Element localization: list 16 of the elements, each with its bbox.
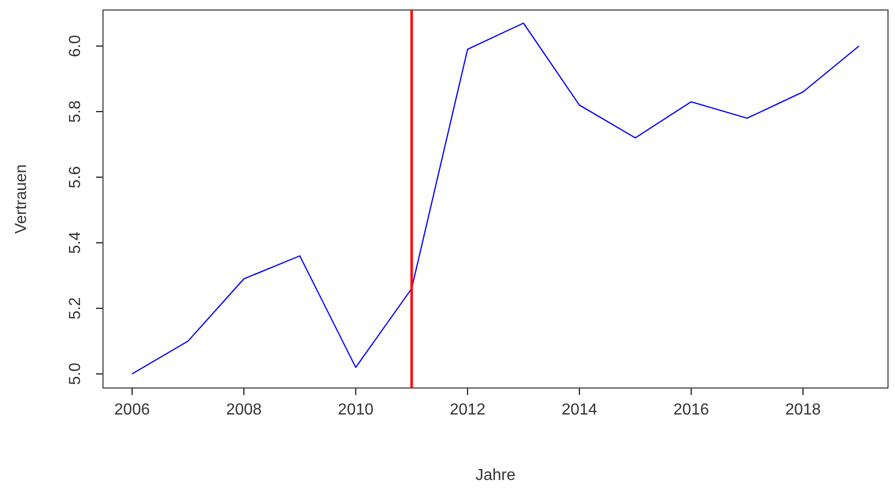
x-tick-label: 2016 <box>673 401 710 418</box>
x-tick-label: 2014 <box>562 401 598 418</box>
y-tick-label: 5.2 <box>67 297 84 320</box>
x-axis-title: Jahre <box>475 467 516 484</box>
x-tick-label: 2008 <box>226 401 262 418</box>
y-tick-label: 5.0 <box>67 362 84 386</box>
x-tick-label: 2010 <box>338 401 374 418</box>
y-tick-label: 5.8 <box>67 100 84 123</box>
y-tick-label: 6.0 <box>67 34 84 58</box>
line-series <box>131 22 860 375</box>
x-tick-label: 2018 <box>785 401 821 418</box>
y-tick-label: 5.6 <box>67 166 84 188</box>
x-tick-label: 2012 <box>450 401 486 418</box>
x-tick-label: 2006 <box>114 401 150 418</box>
y-tick-label: 5.4 <box>67 232 84 254</box>
y-axis-title: Vertrauen <box>13 164 30 234</box>
